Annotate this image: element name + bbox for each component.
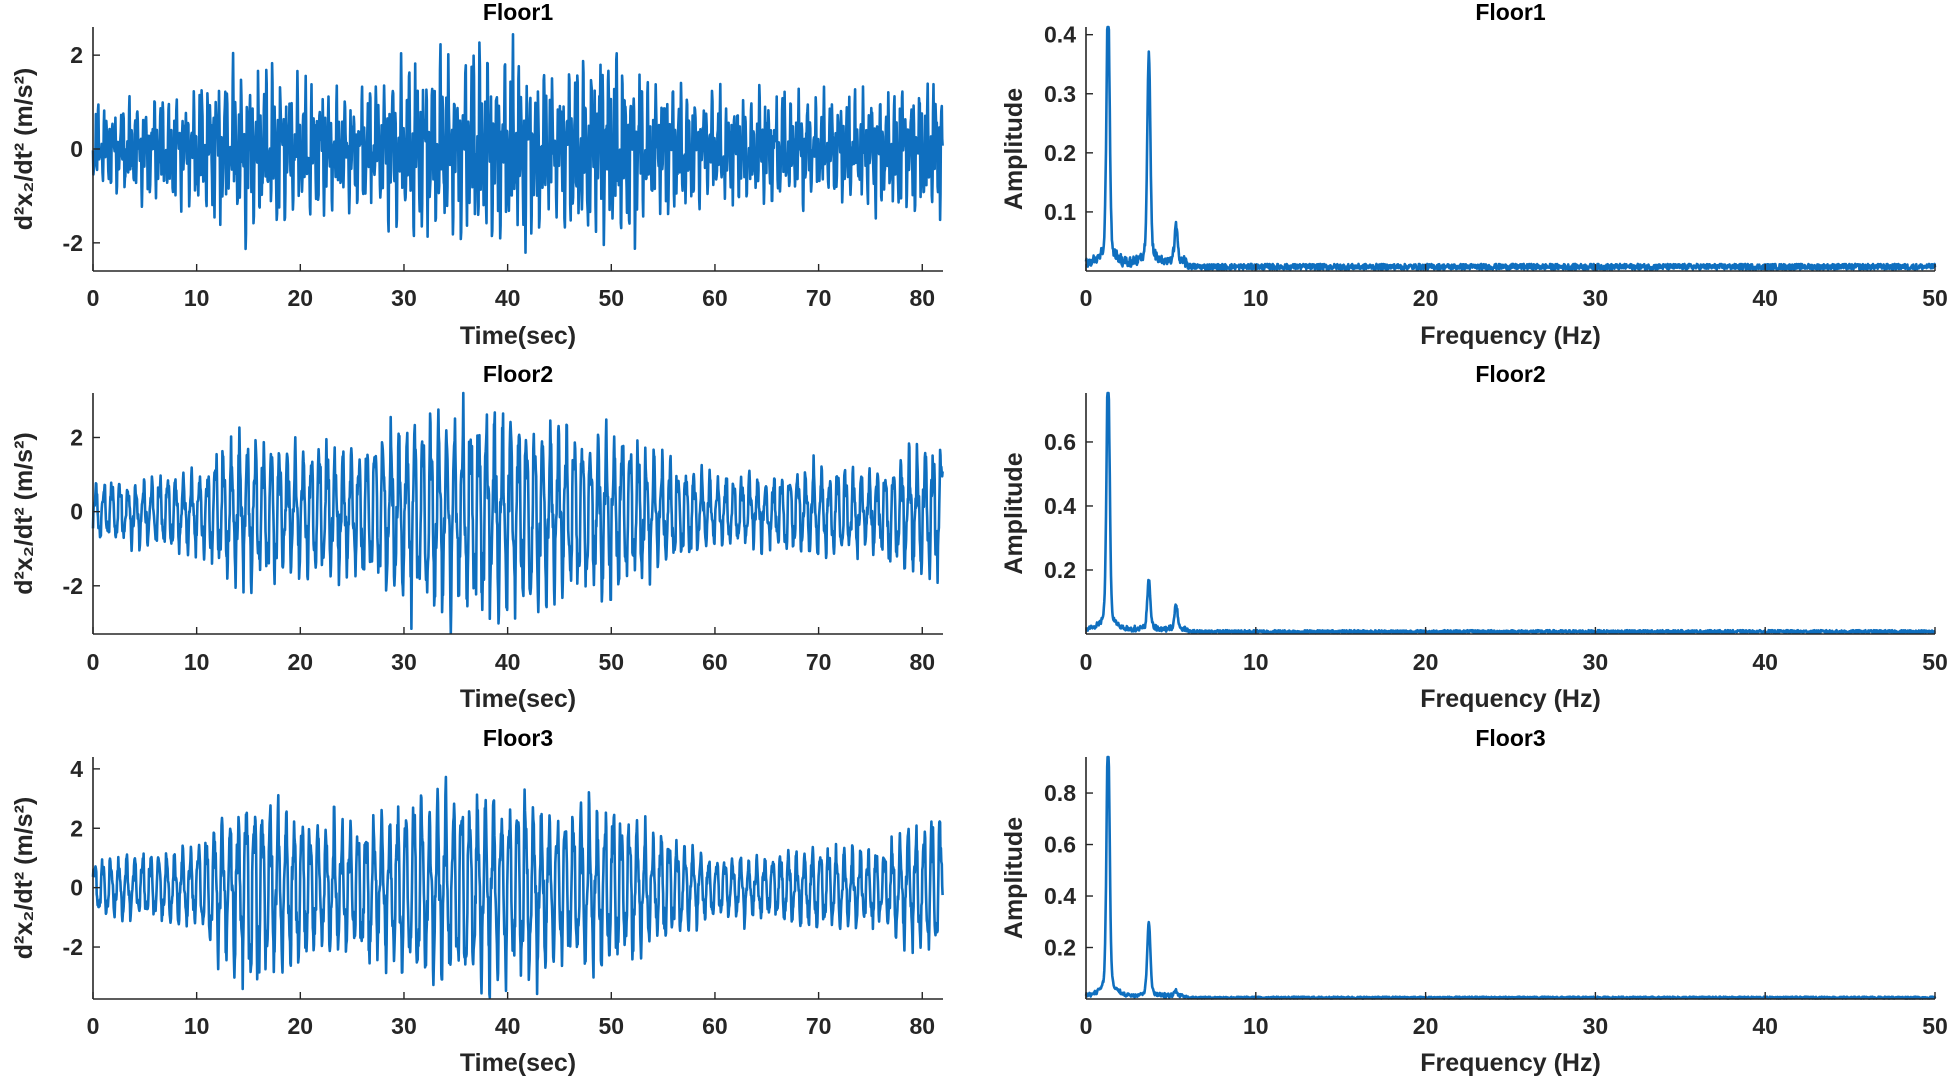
y-tick-label: 0 (70, 136, 83, 162)
x-tick-label: 10 (184, 1013, 210, 1039)
x-tick-label: 0 (87, 285, 100, 311)
x-tick-label: 40 (1752, 285, 1778, 311)
x-tick-label: 20 (1413, 1013, 1439, 1039)
x-tick-label: 0 (87, 649, 100, 675)
x-tick-label: 30 (1583, 285, 1609, 311)
series-line (91, 391, 944, 635)
x-tick-label: 80 (909, 1013, 935, 1039)
series-line (91, 32, 944, 254)
x-tick-label: 70 (806, 1013, 832, 1039)
y-tick-label: 0.4 (1044, 493, 1076, 519)
x-tick-label: 30 (391, 285, 417, 311)
x-tick-label: 0 (1080, 285, 1093, 311)
x-tick-label: 60 (702, 1013, 728, 1039)
x-tick-label: 0 (1080, 649, 1093, 675)
x-axis-label: Frequency (Hz) (1420, 1049, 1601, 1077)
y-axis-label: d²x₂/dt² (m/s²) (10, 68, 38, 230)
y-tick-label: 0.4 (1044, 883, 1076, 909)
x-tick-label: 20 (288, 649, 314, 675)
x-tick-label: 60 (702, 649, 728, 675)
subplot-floor1-time: 0 10 20 30 40 50 60 70 80 -2 0 2 Floor1 Time(sec) d²x₂… (10, 0, 944, 350)
x-axis-label: Time(sec) (460, 322, 576, 350)
y-tick-label: 2 (70, 815, 83, 841)
y-tick-label: 0.2 (1044, 935, 1076, 961)
subplot-floor3-spectrum: 0 10 20 30 40 50 0.2 0.4 0.6 0.8 Floor3 Frequency (… (1000, 725, 1948, 1077)
x-tick-label: 50 (1922, 1013, 1948, 1039)
y-tick-label: 0.3 (1044, 81, 1076, 107)
subplot-title: Floor3 (1475, 725, 1545, 751)
y-axis-label: Amplitude (1000, 88, 1028, 210)
y-tick-label: -2 (63, 230, 83, 256)
subplot-floor1-spectrum: 0 10 20 30 40 50 0.1 0.2 0.3 0.4 Floor1 Frequency (… (1000, 0, 1948, 350)
y-tick-label: 0 (70, 875, 83, 901)
subplot-title: Floor1 (483, 0, 553, 25)
x-tick-label: 10 (1243, 649, 1269, 675)
x-tick-label: 30 (1583, 1013, 1609, 1039)
y-tick-label: 0 (70, 499, 83, 525)
y-tick-label: -2 (63, 934, 83, 960)
y-axis-label: Amplitude (1000, 817, 1028, 939)
x-tick-label: 40 (1752, 1013, 1778, 1039)
x-tick-label: 30 (391, 1013, 417, 1039)
x-tick-label: 10 (1243, 1013, 1269, 1039)
x-tick-label: 50 (1922, 285, 1948, 311)
x-tick-label: 50 (1922, 649, 1948, 675)
x-tick-label: 40 (1752, 649, 1778, 675)
y-tick-label: 0.1 (1044, 199, 1076, 225)
x-tick-label: 20 (1413, 285, 1439, 311)
x-axis-label: Time(sec) (460, 685, 576, 713)
x-tick-label: 70 (806, 649, 832, 675)
y-tick-label: 4 (70, 756, 83, 782)
series-line (91, 775, 944, 999)
x-tick-label: 10 (1243, 285, 1269, 311)
series-line (1084, 25, 1937, 271)
x-tick-label: 70 (806, 285, 832, 311)
x-tick-label: 30 (1583, 649, 1609, 675)
x-tick-label: 0 (1080, 1013, 1093, 1039)
x-tick-label: 80 (909, 649, 935, 675)
y-tick-label: 0.2 (1044, 557, 1076, 583)
y-tick-label: 0.6 (1044, 429, 1076, 455)
x-axis-label: Frequency (Hz) (1420, 322, 1601, 350)
x-tick-label: 20 (1413, 649, 1439, 675)
x-tick-label: 50 (598, 649, 624, 675)
y-tick-label: 2 (70, 424, 83, 450)
x-tick-label: 20 (288, 285, 314, 311)
subplot-floor2-time: 0 10 20 30 40 50 60 70 80 -2 0 2 Floor2 Time(sec) d²x₂… (10, 361, 944, 713)
y-tick-label: -2 (63, 573, 83, 599)
x-tick-label: 0 (87, 1013, 100, 1039)
subplot-title: Floor2 (483, 361, 553, 387)
x-tick-label: 20 (288, 1013, 314, 1039)
series-line (1084, 755, 1937, 1000)
x-tick-label: 40 (495, 1013, 521, 1039)
y-axis-label: Amplitude (1000, 452, 1028, 574)
y-axis-label: d²x₂/dt² (m/s²) (10, 797, 38, 959)
x-tick-label: 10 (184, 285, 210, 311)
x-tick-label: 40 (495, 649, 521, 675)
x-tick-label: 50 (598, 1013, 624, 1039)
subplot-title: Floor2 (1475, 361, 1545, 387)
x-tick-label: 10 (184, 649, 210, 675)
x-tick-label: 30 (391, 649, 417, 675)
series-line (1085, 391, 1936, 635)
x-tick-label: 40 (495, 285, 521, 311)
y-tick-label: 0.4 (1044, 22, 1076, 48)
y-tick-label: 0.2 (1044, 140, 1076, 166)
y-tick-label: 2 (70, 42, 83, 68)
y-tick-label: 0.8 (1044, 780, 1076, 806)
subplot-floor2-spectrum: 0 10 20 30 40 50 0.2 0.4 0.6 Floor2 Frequency (Hz)… (1000, 361, 1948, 713)
subplot-title: Floor1 (1475, 0, 1545, 25)
x-tick-label: 60 (702, 285, 728, 311)
subplot-floor3-time: 0 10 20 30 40 50 60 70 80 -2 0 2 4 Floor3 Time(sec) d²x… (10, 725, 944, 1077)
x-axis-label: Frequency (Hz) (1420, 685, 1601, 713)
x-tick-label: 50 (598, 285, 624, 311)
x-tick-label: 80 (909, 285, 935, 311)
y-axis-label: d²x₂/dt² (m/s²) (10, 432, 38, 594)
x-axis-label: Time(sec) (460, 1049, 576, 1077)
subplot-title: Floor3 (483, 725, 553, 751)
y-tick-label: 0.6 (1044, 832, 1076, 858)
